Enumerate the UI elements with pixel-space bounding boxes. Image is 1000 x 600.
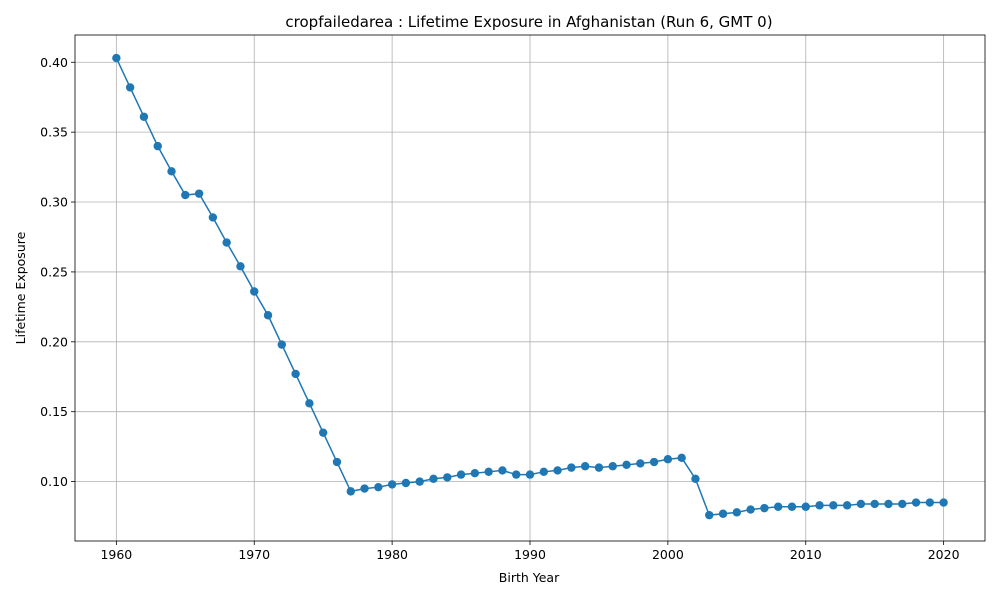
- data-point: [112, 53, 121, 63]
- data-point: [622, 460, 631, 470]
- data-point: [911, 498, 921, 507]
- data-point: [898, 499, 907, 509]
- data-point: [939, 498, 948, 507]
- data-point: [746, 505, 755, 514]
- data-point: [677, 453, 686, 463]
- data-point: [842, 501, 852, 510]
- data-point: [801, 502, 810, 511]
- x-tick-label: 1970: [238, 547, 270, 562]
- data-point: [277, 340, 287, 349]
- data-point: [194, 189, 204, 198]
- data-point: [291, 369, 300, 379]
- x-axis-label: Birth Year: [499, 570, 560, 585]
- data-point: [691, 474, 700, 483]
- data-point: [181, 190, 190, 200]
- data-point: [125, 83, 135, 92]
- y-tick-label: 0.10: [40, 474, 68, 489]
- x-tick-label: 2000: [652, 547, 684, 562]
- data-point: [484, 467, 493, 477]
- data-point: [456, 470, 466, 479]
- y-tick-label: 0.40: [40, 55, 68, 70]
- y-axis-ticks: 0.10 0.15 0.20 0.25 0.30 0.35 0.40: [40, 55, 75, 489]
- y-tick-label: 0.35: [40, 125, 68, 140]
- data-point: [732, 508, 742, 517]
- series-layer: [112, 53, 948, 520]
- data-point: [332, 457, 342, 467]
- data-point: [443, 473, 452, 482]
- y-tick-label: 0.25: [40, 264, 68, 279]
- data-point: [167, 167, 176, 176]
- data-point: [636, 459, 645, 468]
- y-axis-label: Lifetime Exposure: [13, 231, 28, 344]
- x-axis-ticks: 1960 1970 1980 1990 2000 2010 2020: [100, 541, 960, 562]
- data-point: [760, 503, 769, 513]
- data-point: [346, 487, 355, 496]
- data-point: [539, 467, 548, 477]
- data-point: [829, 501, 838, 510]
- data-point: [512, 470, 521, 479]
- data-point: [663, 455, 673, 464]
- data-point: [649, 457, 659, 467]
- data-point: [815, 501, 824, 510]
- data-point: [718, 509, 728, 518]
- grid: [75, 35, 985, 541]
- data-point: [153, 141, 162, 151]
- data-point: [401, 478, 411, 488]
- data-point: [773, 502, 783, 511]
- data-point: [139, 112, 149, 121]
- data-point: [498, 466, 507, 475]
- x-tick-label: 1980: [376, 547, 408, 562]
- data-point: [567, 463, 576, 472]
- data-point: [415, 477, 424, 486]
- data-point: [222, 238, 231, 247]
- x-tick-label: 2020: [928, 547, 960, 562]
- data-point: [525, 470, 535, 479]
- y-tick-label: 0.20: [40, 334, 68, 349]
- x-tick-label: 1960: [100, 547, 132, 562]
- x-tick-label: 2010: [790, 547, 822, 562]
- y-tick-label: 0.15: [40, 404, 68, 419]
- data-point: [470, 469, 480, 478]
- data-point: [705, 510, 714, 520]
- data-point: [429, 474, 438, 483]
- x-tick-label: 1990: [514, 547, 546, 562]
- chart-title: cropfailedarea : Lifetime Exposure in Af…: [285, 13, 772, 31]
- data-point: [870, 499, 879, 509]
- data-point: [553, 466, 562, 475]
- data-point: [208, 213, 218, 222]
- data-point: [318, 428, 328, 437]
- data-point: [787, 502, 797, 511]
- y-tick-label: 0.30: [40, 195, 68, 210]
- data-point: [360, 484, 369, 493]
- data-point: [305, 399, 314, 408]
- data-point: [884, 499, 893, 509]
- data-point: [236, 262, 245, 271]
- data-point: [925, 498, 935, 507]
- data-point: [387, 480, 397, 489]
- data-point: [374, 482, 383, 492]
- data-point: [608, 462, 617, 471]
- data-point: [594, 463, 604, 472]
- data-point: [856, 499, 866, 509]
- data-point: [250, 287, 259, 296]
- data-point: [263, 311, 273, 320]
- data-point: [580, 462, 590, 471]
